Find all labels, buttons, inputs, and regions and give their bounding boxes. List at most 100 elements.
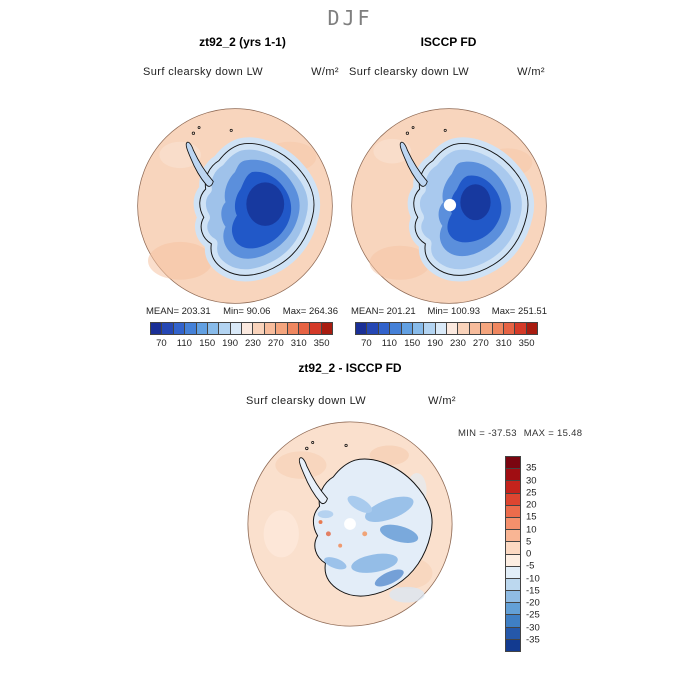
stats-left: MEAN= 203.31 Min= 90.06 Max= 264.36	[146, 306, 338, 317]
colorbar-segment	[390, 323, 402, 334]
positive-diff-speck	[338, 543, 343, 548]
panel-left-units-label: W/m²	[311, 66, 339, 78]
negative-diff-streak	[324, 557, 347, 570]
colorbar-segment	[298, 323, 311, 334]
colorbar-segment	[506, 542, 520, 555]
colorbar-tick-label: 190	[222, 338, 238, 349]
ocean-patch	[369, 245, 431, 280]
colorbar-diff-labels: 35 30 25 20 15 10 5 0 -5 -10 -15 -20 -25 -30 -35	[526, 456, 556, 652]
panel-right-title: ISCCP FD	[420, 35, 477, 49]
diff-stats: MIN = -37.53 MAX = 15.48	[458, 428, 582, 439]
colorbar-segment	[424, 323, 436, 334]
colorbar-segment	[310, 323, 322, 334]
mean-label: MEAN=	[351, 306, 384, 317]
colorbar-segment	[185, 323, 197, 334]
colorbar-segment	[506, 469, 520, 482]
colorbar-segment	[219, 323, 231, 334]
island	[305, 446, 309, 451]
colorbar-segment	[506, 554, 520, 567]
mean-label: MEAN=	[146, 306, 179, 317]
colorbar-tick-label: 150	[199, 338, 216, 349]
panel-diff-field-label: Surf clearsky down LW	[246, 395, 367, 407]
colorbar-segment	[458, 323, 470, 334]
positive-diff-speck	[362, 531, 368, 537]
stats-right: MEAN= 201.21 Min= 100.93 Max= 251.51	[351, 306, 547, 317]
colorbar-tick-label: 110	[381, 338, 397, 349]
panel-right-subtitle: Surf clearsky down LW W/m²	[349, 66, 545, 78]
colorbar-tick-label: -30	[526, 622, 540, 633]
colorbar-segment	[481, 323, 493, 334]
diff-min-label: MIN =	[458, 428, 486, 439]
island	[229, 128, 233, 132]
antarctic-peninsula	[298, 457, 328, 505]
colorbar-segment	[356, 323, 368, 334]
max-value: 251.51	[517, 306, 547, 317]
colorbar-segment	[506, 627, 520, 640]
island	[344, 443, 348, 448]
island	[311, 441, 315, 444]
min-label: Min=	[223, 306, 244, 317]
antarctic-peninsula	[185, 141, 214, 187]
colorbar-segment	[506, 615, 520, 628]
panel-diff-subtitle: Surf clearsky down LW W/m²	[246, 395, 456, 407]
colorbar-segment	[196, 323, 208, 334]
ocean-patch	[369, 445, 409, 466]
colorbar-tick-label: -20	[526, 597, 540, 609]
colorbar-tick-label: 0	[526, 548, 532, 560]
mean-stat: MEAN= 201.21	[351, 306, 416, 317]
colorbar-segment	[492, 323, 504, 334]
colorbar-tick-label: 230	[450, 338, 466, 349]
antarctica-map-difference	[247, 421, 453, 627]
colorbar-left-ticks: 70 110 150 190 230 270 310 350	[150, 338, 333, 350]
map-left	[131, 102, 339, 310]
negative-diff-streak	[317, 510, 334, 519]
ocean-blue-patch	[389, 586, 425, 603]
colorbar-segment	[276, 323, 288, 334]
colorbar-tick-label: 5	[526, 536, 532, 548]
min-label: Min=	[427, 306, 449, 317]
colorbar-segment	[162, 323, 174, 334]
island	[443, 128, 447, 132]
colorbar-segment	[506, 517, 520, 531]
panel-diff-units-label: W/m²	[428, 395, 456, 407]
colorbar-tick-label: 310	[290, 338, 307, 349]
colorbar-segment	[367, 323, 379, 334]
map-right	[345, 102, 553, 310]
colorbar-segment	[506, 578, 520, 592]
diff-max-label: MAX =	[523, 428, 555, 439]
colorbar-tick-label: -5	[526, 560, 535, 572]
negative-diff-streak	[347, 495, 373, 513]
colorbar-segment	[506, 493, 520, 506]
map-diff	[242, 416, 458, 632]
island	[197, 126, 201, 129]
colorbar-tick-label: -25	[526, 609, 540, 621]
colorbar-left	[150, 322, 333, 335]
colorbar-diff	[505, 456, 521, 652]
colorbar-segment	[506, 639, 520, 651]
colorbar-segment	[503, 323, 516, 334]
diff-min-value: -37.53	[488, 428, 517, 439]
colorbar-tick-label: 190	[427, 338, 443, 349]
colorbar-segment	[506, 591, 520, 604]
colorbar-segment	[469, 323, 482, 334]
colorbar-segment	[506, 457, 520, 470]
ocean-patch	[263, 510, 299, 558]
panel-right-field-label: Surf clearsky down LW	[349, 66, 470, 78]
coastline	[413, 143, 529, 276]
colorbar-right	[355, 322, 538, 335]
mean-value: 203.31	[181, 306, 211, 317]
max-stat: Max= 264.36	[283, 306, 338, 317]
colorbar-tick-label: 25	[526, 487, 537, 499]
mean-stat: MEAN= 203.31	[146, 306, 211, 317]
panel-left-subtitle: Surf clearsky down LW W/m²	[143, 66, 339, 78]
diff-max-value: 15.48	[557, 428, 583, 439]
coastline	[199, 143, 315, 276]
negative-diff-streak	[374, 569, 404, 587]
max-value: 264.36	[308, 306, 338, 317]
continent-core	[246, 182, 285, 226]
pole-data-hole	[443, 198, 457, 212]
colorbar-segment	[506, 481, 520, 494]
negative-diff-streak	[351, 553, 398, 573]
colorbar-tick-label: 150	[404, 338, 421, 349]
min-value: 100.93	[450, 306, 481, 317]
